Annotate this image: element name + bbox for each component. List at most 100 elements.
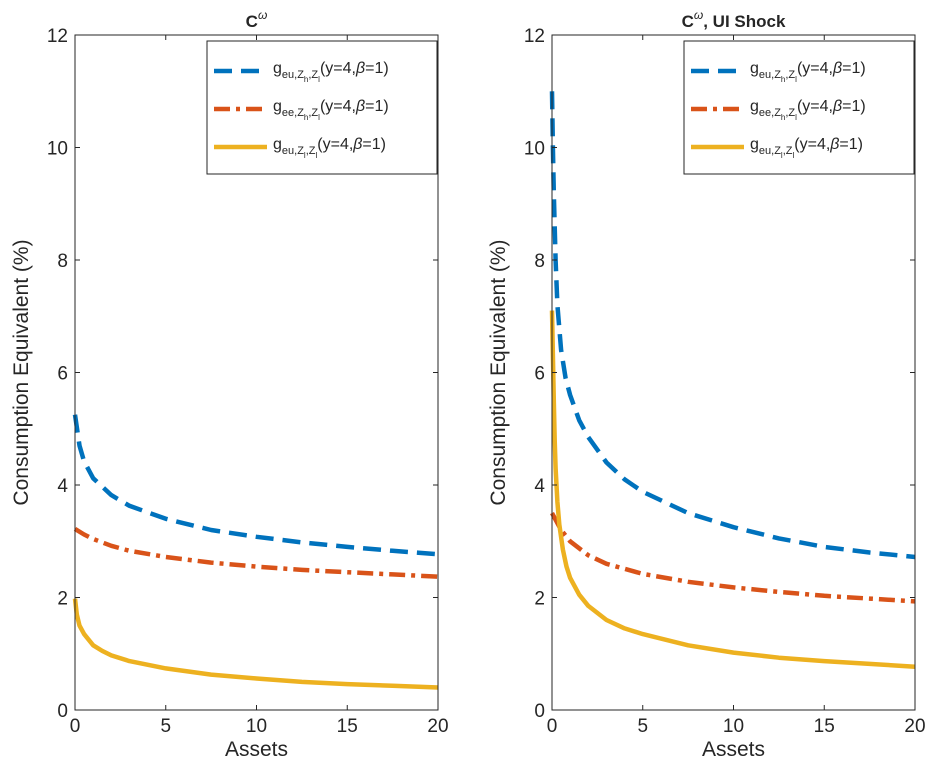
x-tick-label: 20: [427, 716, 448, 737]
title-main: C: [246, 12, 258, 31]
legend-sub: ee,Z: [759, 107, 781, 119]
x-tick-label: 5: [637, 716, 648, 737]
x-tick-label: 10: [246, 716, 267, 737]
legend-args: (y=4,: [320, 98, 356, 115]
y-tick-label: 4: [57, 476, 68, 497]
legend-sub-z2: l: [795, 75, 797, 84]
legend-beta: β: [832, 60, 842, 77]
legend-g: g: [750, 98, 759, 115]
legend-sub-z2: l: [318, 75, 320, 84]
legend-g: g: [750, 60, 759, 77]
y-tick-label: 2: [57, 589, 68, 610]
y-tick-label: 10: [47, 139, 68, 160]
legend: geu,Zh,Zl(y=4,β=1)gee,Zh,Zl(y=4,β=1)geu,…: [683, 40, 915, 175]
legend-sub-mid: ,Z: [306, 145, 316, 157]
series-line-2: [73, 526, 439, 579]
y-tick-label: 4: [534, 476, 545, 497]
y-tick-label: 10: [524, 139, 545, 160]
y-axis-label: Consumption Equivalent (%): [487, 239, 510, 505]
legend-sub: eu,Z: [759, 145, 781, 157]
legend-sub: eu,Z: [282, 69, 304, 81]
legend-sub-z2: l: [795, 113, 797, 122]
series-line-3: [72, 598, 439, 690]
y-tick-label: 8: [57, 251, 68, 272]
y-tick-label: 6: [57, 364, 68, 385]
legend-sub-z2: l: [792, 151, 794, 160]
series-line-1: [72, 414, 439, 557]
legend-sub: eu,Z: [759, 69, 781, 81]
legend-sub-z1: h: [781, 113, 785, 122]
legend-args: (y=4,: [797, 98, 833, 115]
legend-beta: β: [355, 60, 365, 77]
legend-args-end: =1): [365, 60, 389, 77]
legend-args-end: =1): [365, 98, 389, 115]
legend-sub-z2: l: [318, 113, 320, 122]
y-tick-label: 12: [524, 26, 545, 47]
legend-sub-z1: h: [781, 75, 785, 84]
legend-box: [683, 40, 915, 175]
x-tick-label: 20: [904, 716, 925, 737]
legend-args: (y=4,: [317, 136, 353, 153]
x-tick-label: 15: [337, 716, 358, 737]
title-main: C: [682, 12, 694, 31]
legend-label-1: geu,Zh,Zl(y=4,β=1): [273, 60, 389, 84]
legend-args-end: =1): [362, 136, 386, 153]
legend-args: (y=4,: [794, 136, 830, 153]
legend-args-end: =1): [842, 60, 866, 77]
y-tick-label: 0: [57, 701, 68, 722]
x-tick-label: 10: [723, 716, 744, 737]
y-tick-label: 8: [534, 251, 545, 272]
legend-sub-z2: l: [315, 151, 317, 160]
legend-sub-z1: l: [781, 151, 783, 160]
y-tick-label: 0: [534, 701, 545, 722]
series-line-3: [549, 310, 916, 669]
legend-sub-z1: l: [304, 151, 306, 160]
legend-box: [206, 40, 438, 175]
legend-label-2: gee,Zh,Zl(y=4,β=1): [273, 98, 389, 122]
chart-panel-2: 0 2 4 6 8 10 12 0 5 10 15 20 Assets Consumption Equiv…: [487, 8, 926, 761]
legend-args-end: =1): [839, 136, 863, 153]
legend-label-2: gee,Zh,Zl(y=4,β=1): [750, 98, 866, 122]
legend-sub-mid: ,Z: [785, 107, 795, 119]
legend: geu,Zh,Zl(y=4,β=1)gee,Zh,Zl(y=4,β=1)geu,…: [206, 40, 438, 175]
series-line-2: [550, 512, 916, 604]
title-suffix: , UI Shock: [703, 12, 786, 31]
legend-label-1: geu,Zh,Zl(y=4,β=1): [750, 60, 866, 84]
chart-title: Cω: [246, 8, 268, 31]
chart-panel-1: 0 2 4 6 8 10 12 0 5 10 15 20 Assets Consumption Equiv…: [10, 8, 449, 761]
y-tick-label: 6: [534, 364, 545, 385]
x-tick-label: 15: [814, 716, 835, 737]
x-tick-label: 0: [70, 716, 81, 737]
title-superscript: ω: [258, 8, 267, 22]
x-tick-label: 5: [160, 716, 171, 737]
legend-sub-mid: ,Z: [783, 145, 793, 157]
y-tick-label: 12: [47, 26, 68, 47]
legend-sub: eu,Z: [282, 145, 304, 157]
legend-g: g: [273, 98, 282, 115]
legend-label-3: geu,Zl,Zl(y=4,β=1): [273, 136, 386, 160]
x-axis-label: Assets: [225, 738, 288, 761]
legend-g: g: [273, 60, 282, 77]
x-axis-label: Assets: [702, 738, 765, 761]
y-tick-label: 2: [534, 589, 545, 610]
legend-args-end: =1): [842, 98, 866, 115]
legend-beta: β: [355, 98, 365, 115]
y-axis-label: Consumption Equivalent (%): [10, 239, 33, 505]
chart-title: Cω, UI Shock: [682, 8, 786, 31]
legend-args: (y=4,: [797, 60, 833, 77]
legend-sub-z1: h: [304, 113, 308, 122]
legend-sub-z1: h: [304, 75, 308, 84]
x-tick-label: 0: [547, 716, 558, 737]
title-superscript: ω: [694, 8, 703, 22]
legend-beta: β: [832, 98, 842, 115]
legend-label-3: geu,Zl,Zl(y=4,β=1): [750, 136, 863, 160]
legend-g: g: [273, 136, 282, 153]
legend-args: (y=4,: [320, 60, 356, 77]
legend-sub: ee,Z: [282, 107, 304, 119]
legend-beta: β: [352, 136, 362, 153]
legend-beta: β: [829, 136, 839, 153]
legend-sub-mid: ,Z: [308, 69, 318, 81]
legend-g: g: [750, 136, 759, 153]
legend-sub-mid: ,Z: [785, 69, 795, 81]
